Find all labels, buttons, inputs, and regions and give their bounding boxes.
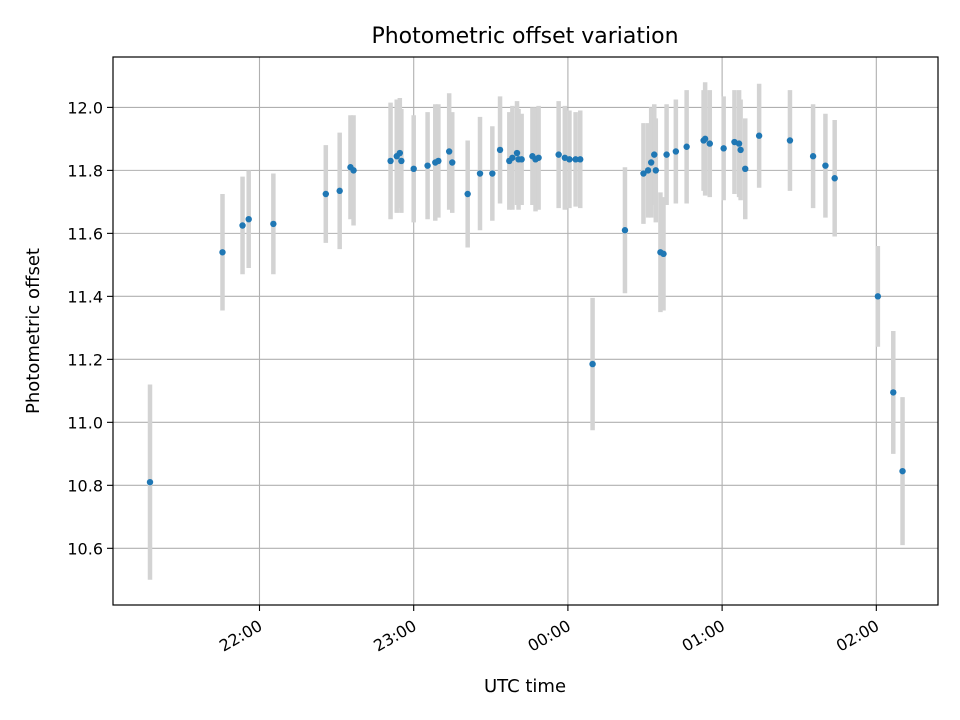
data-point: [720, 145, 727, 152]
data-point: [476, 170, 484, 177]
data-point: [742, 165, 749, 173]
y-tick-label: 11.2: [67, 350, 103, 369]
data-point: [589, 360, 596, 368]
y-axis-ticks: 10.6 10.8 11.0 11.2 11.4 11.6 11.8 12.0: [67, 98, 113, 558]
data-point: [683, 143, 690, 150]
data-point: [660, 250, 667, 258]
data-point: [398, 157, 405, 165]
data-point: [663, 151, 670, 158]
data-point: [146, 478, 154, 486]
data-point: [874, 293, 882, 300]
data-point: [245, 215, 252, 223]
data-point: [387, 157, 394, 165]
data-point: [435, 157, 442, 165]
data-point: [899, 467, 906, 475]
data-point: [652, 167, 660, 174]
data-point: [890, 389, 897, 396]
data-point: [822, 162, 829, 169]
data-point: [518, 156, 525, 163]
data-point: [350, 167, 357, 174]
data-point: [396, 149, 404, 157]
data-point: [322, 190, 330, 198]
data-point: [219, 249, 226, 256]
data-point: [572, 156, 579, 163]
data-point: [755, 132, 763, 139]
y-tick-label: 11.8: [67, 161, 103, 180]
y-tick-label: 10.6: [67, 539, 103, 558]
y-tick-label: 11.6: [67, 224, 103, 243]
x-axis-label: UTC time: [484, 676, 566, 697]
data-point: [577, 156, 584, 163]
data-point: [496, 146, 504, 154]
data-point: [239, 222, 246, 229]
data-point: [647, 159, 655, 166]
data-point: [701, 135, 709, 143]
data-point: [735, 140, 743, 147]
data-point: [831, 175, 838, 182]
plot-frame: [112, 56, 939, 606]
data-point: [566, 156, 573, 163]
data-point: [445, 148, 453, 155]
data-point: [809, 153, 817, 160]
data-point: [449, 159, 456, 166]
data-point: [555, 151, 562, 158]
data-point: [270, 220, 277, 228]
data-point: [535, 154, 542, 161]
data-point: [464, 190, 471, 198]
data-point: [644, 167, 652, 174]
data-point: [513, 149, 521, 157]
data-point: [410, 165, 417, 173]
y-tick-label: 10.8: [67, 476, 103, 495]
data-point: [706, 140, 713, 147]
data-point: [651, 151, 658, 158]
data-point: [489, 170, 496, 177]
data-point: [336, 187, 343, 195]
data-point: [509, 154, 516, 161]
y-tick-label: 12.0: [67, 98, 103, 117]
y-axis-label: Photometric offset: [23, 248, 44, 414]
data-points: [146, 132, 906, 486]
y-tick-label: 11.4: [67, 287, 103, 306]
chart-title: Photometric offset variation: [371, 24, 678, 49]
data-point: [672, 148, 680, 155]
data-point: [737, 146, 744, 154]
data-point: [424, 162, 431, 169]
data-point: [621, 227, 629, 234]
y-tick-label: 11.0: [67, 413, 103, 432]
data-point: [786, 137, 794, 144]
data-point: [640, 170, 647, 177]
